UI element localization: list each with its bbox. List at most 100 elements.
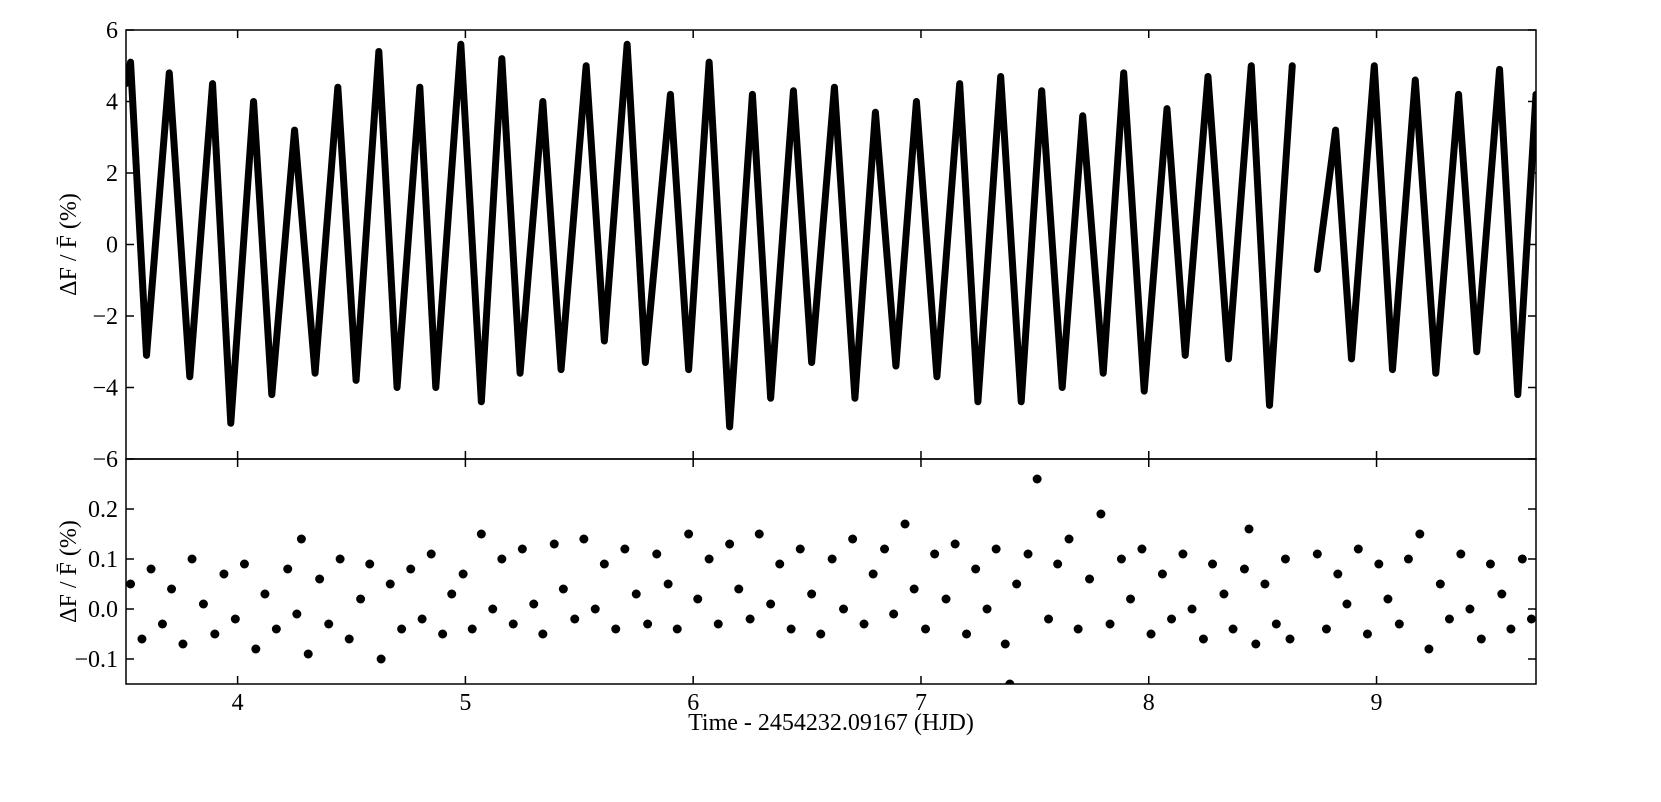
residual-point (962, 629, 972, 639)
residual-point (517, 544, 527, 554)
x-axis-label: Time - 2454232.09167 (HJD) (688, 710, 974, 736)
residual-point (296, 534, 306, 544)
residual-point (880, 544, 890, 554)
residual-point (991, 544, 1001, 554)
residual-point (417, 614, 427, 624)
residual-point (467, 624, 477, 634)
residual-point (1526, 614, 1536, 624)
residual-point (1485, 559, 1495, 569)
residual-point (385, 579, 395, 589)
residual-point (1137, 544, 1147, 554)
residual-point (315, 574, 325, 584)
residual-point (1228, 624, 1238, 634)
residual-point (900, 519, 910, 529)
residual-point (1342, 599, 1352, 609)
residual-point (230, 614, 240, 624)
residual-point (356, 594, 366, 604)
residual-point (1403, 554, 1413, 564)
residual-point (1208, 559, 1218, 569)
y-axis-label: ΔF / F̄ (%) (56, 193, 82, 296)
residual-point (848, 534, 858, 544)
residual-point (292, 609, 302, 619)
x-tick-label: 9 (1371, 690, 1383, 716)
y-tick-label: 0.0 (88, 597, 118, 623)
residual-point (260, 589, 270, 599)
residual-point (1073, 624, 1083, 634)
residual-point (725, 539, 735, 549)
residual-point (930, 549, 940, 559)
residual-point (1444, 614, 1454, 624)
residual-point (508, 619, 518, 629)
residual-point (1435, 579, 1445, 589)
y-tick-label: −6 (92, 447, 118, 473)
residual-point (620, 544, 630, 554)
residual-point (795, 544, 805, 554)
residual-point (1374, 559, 1384, 569)
residual-point (239, 559, 249, 569)
residual-point (1312, 549, 1322, 559)
residual-point (137, 634, 147, 644)
residual-point (1333, 569, 1343, 579)
residual-point (579, 534, 589, 544)
x-tick-label: 5 (459, 690, 471, 716)
residual-point (365, 559, 375, 569)
residual-point (1105, 619, 1115, 629)
residual-point (1044, 614, 1054, 624)
residual-point (497, 554, 507, 564)
residual-point (921, 624, 931, 634)
residual-point (1353, 544, 1363, 554)
residual-point (950, 539, 960, 549)
residual-point (1476, 634, 1486, 644)
residual-point (283, 564, 293, 574)
residual-point (1244, 524, 1254, 534)
residual-point (859, 619, 869, 629)
residual-point (529, 599, 539, 609)
y-tick-label: 4 (106, 90, 118, 116)
residual-point (1012, 579, 1022, 589)
residual-point (786, 624, 796, 634)
residual-point (839, 604, 849, 614)
y-tick-label: 0 (106, 233, 118, 259)
residual-point (766, 599, 776, 609)
residual-point (187, 554, 197, 564)
residual-point (335, 554, 345, 564)
residual-point (1271, 619, 1281, 629)
x-tick-label: 6 (687, 690, 699, 716)
residual-point (406, 564, 416, 574)
residual-point (1146, 629, 1156, 639)
residual-point (538, 629, 548, 639)
residual-point (1251, 639, 1261, 649)
y-tick-label: 6 (106, 18, 118, 44)
residual-point (1456, 549, 1466, 559)
residual-point (1053, 559, 1063, 569)
residual-point (251, 644, 261, 654)
x-tick-label: 8 (1143, 690, 1155, 716)
residual-point (570, 614, 580, 624)
residual-point (126, 579, 136, 589)
residual-point (631, 589, 641, 599)
y-tick-label: 2 (106, 161, 118, 187)
residual-point (1285, 634, 1295, 644)
residual-point (1506, 624, 1516, 634)
residual-point (754, 529, 764, 539)
residual-point (344, 634, 354, 644)
residual-point (643, 619, 653, 629)
residual-point (198, 599, 208, 609)
residual-point (1239, 564, 1249, 574)
y-tick-label: −2 (92, 304, 118, 330)
residual-point (807, 589, 817, 599)
residual-point (488, 604, 498, 614)
plot-area (126, 40, 1536, 431)
residual-point (210, 629, 220, 639)
residual-point (157, 619, 167, 629)
residual-point (324, 619, 334, 629)
residual-point (178, 639, 188, 649)
residual-point (734, 584, 744, 594)
residual-point (1085, 574, 1095, 584)
residual-point (704, 554, 714, 564)
residual-point (1157, 569, 1167, 579)
residual-point (1116, 554, 1126, 564)
plot-area (126, 474, 1536, 684)
